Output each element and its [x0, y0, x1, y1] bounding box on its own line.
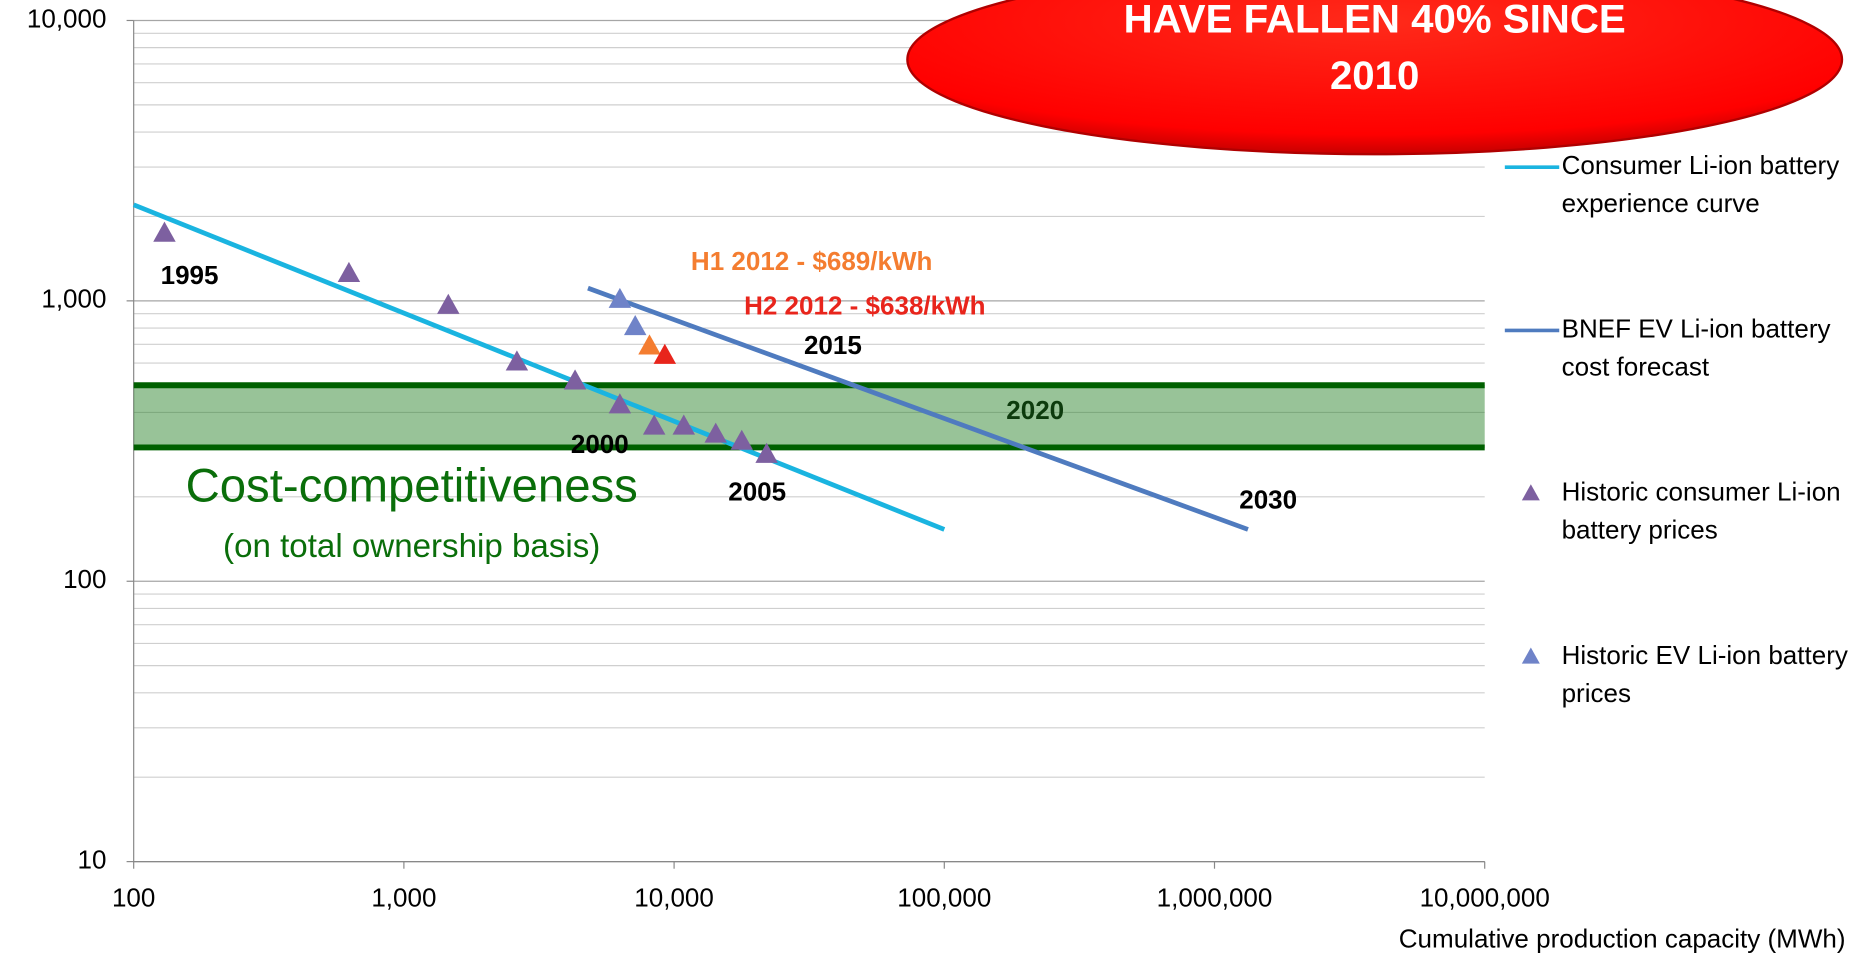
annotation: H2 2012 - $638/kWh — [744, 291, 986, 321]
legend-label: Historic consumer Li-ion battery prices — [1562, 477, 1841, 545]
annotation: H1 2012 - $689/kWh — [691, 246, 933, 276]
marker — [755, 442, 778, 463]
marker — [437, 293, 460, 314]
x-tick-label: 100 — [112, 882, 155, 912]
marker — [153, 221, 176, 242]
legend-label: BNEF EV Li-ion battery cost forecast — [1562, 313, 1831, 381]
annotation: 1995 — [161, 260, 219, 290]
legend-swatch — [1521, 647, 1540, 664]
legend-label: Consumer Li-ion battery experience curve — [1562, 150, 1840, 218]
legend-label: Historic EV Li-ion battery prices — [1562, 640, 1848, 708]
y-tick-label: 10 — [78, 844, 107, 874]
marker — [608, 393, 632, 414]
x-tick-label: 1,000 — [371, 882, 436, 912]
callout-text: HAVE FALLEN 40% SINCE — [1124, 0, 1626, 41]
band — [133, 385, 1485, 448]
line — [587, 285, 1249, 532]
callout-bubble — [906, 0, 1844, 156]
x-tick-label: 10,000 — [634, 882, 714, 912]
legend-swatch — [1521, 484, 1540, 501]
annotation: 2030 — [1239, 485, 1297, 515]
marker — [642, 414, 666, 435]
annotation: 2015 — [804, 330, 862, 360]
annotation: 2020 — [1006, 395, 1064, 425]
marker — [505, 350, 529, 371]
annotation: 2000 — [571, 429, 629, 459]
annotation: 2005 — [728, 477, 786, 507]
callout-text: 2010 — [1330, 53, 1419, 98]
marker — [623, 314, 647, 336]
y-tick-label: 100 — [63, 564, 106, 594]
x-tick-label: 10,000,000 — [1420, 882, 1550, 912]
band-sublabel: (on total ownership basis) — [223, 528, 600, 565]
band-label: Cost-competitiveness — [186, 459, 638, 512]
marker — [730, 429, 753, 450]
line — [132, 202, 946, 532]
x-tick-label: 1,000,000 — [1157, 882, 1273, 912]
marker — [337, 261, 361, 282]
highlight-marker — [638, 334, 661, 355]
y-tick-label: 1,000 — [41, 284, 106, 314]
x-axis-label: Cumulative production capacity (MWh) — [1399, 924, 1846, 954]
y-tick-label: 10,000 — [27, 3, 107, 33]
highlight-marker — [653, 343, 677, 364]
x-tick-label: 100,000 — [897, 882, 991, 912]
marker — [563, 369, 587, 390]
marker — [608, 287, 632, 308]
marker — [704, 422, 727, 443]
plot: 1995 2000 2005 2015 2020 2030 H1 2012 - $689/k… — [132, 202, 1485, 532]
marker — [672, 414, 696, 435]
